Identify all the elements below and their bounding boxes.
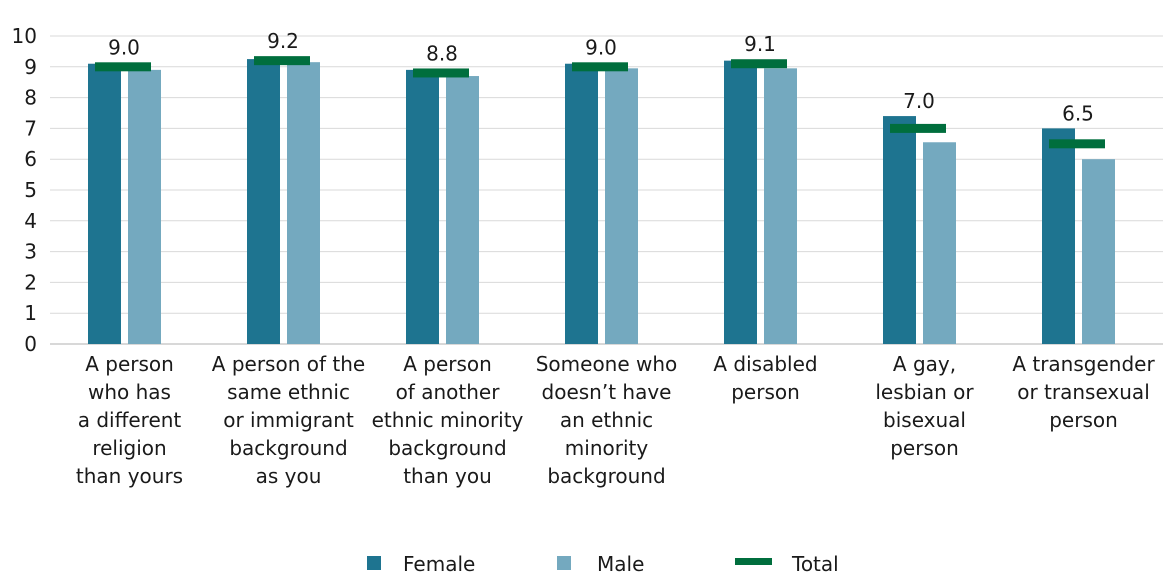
bar-female <box>247 59 280 344</box>
legend-label: Female <box>403 552 475 576</box>
bar-male <box>764 68 797 344</box>
y-tick-label: 2 <box>24 270 37 294</box>
x-category-label-line: bisexual <box>883 408 966 432</box>
y-tick-label: 6 <box>24 147 37 171</box>
bar-female <box>1042 128 1075 344</box>
bar-male <box>287 62 320 345</box>
x-category-label-line: of another <box>396 380 501 404</box>
data-label: 9.0 <box>585 35 617 59</box>
y-tick-label: 0 <box>24 332 37 356</box>
y-tick-label: 3 <box>24 240 37 264</box>
x-category-label: A gay, lesbian or bisexual person <box>875 352 974 460</box>
x-category-label-line: than you <box>403 464 492 488</box>
total-marker <box>572 62 628 72</box>
total-marker <box>1049 139 1105 149</box>
x-category-label-line: A disabled <box>713 352 817 376</box>
x-category-label: A transgender or transexual person <box>1012 352 1155 432</box>
y-axis: 0 1 2 3 4 5 6 7 8 9 10 <box>12 24 37 356</box>
total-marker <box>254 56 310 66</box>
x-category-label: A person who has a different religion than y… <box>76 352 183 488</box>
y-tick-label: 4 <box>24 209 37 233</box>
y-tick-label: 10 <box>12 24 37 48</box>
data-label: 7.0 <box>903 89 935 113</box>
x-category-label-line: an ethnic <box>560 408 653 432</box>
data-label: 9.1 <box>744 32 776 56</box>
x-category-label-line: minority <box>565 436 649 460</box>
x-category-label-line: A transgender <box>1012 352 1155 376</box>
data-labels: 9.0 9.2 8.8 9.0 9.1 7.0 6.5 <box>108 29 1094 125</box>
x-category-label-line: person <box>890 436 959 460</box>
x-category-label-line: as you <box>256 464 322 488</box>
y-tick-label: 9 <box>24 55 37 79</box>
bar-male <box>128 69 161 344</box>
x-category-label: A disabled person <box>713 352 817 404</box>
x-category-label-line: doesn’t have <box>542 380 672 404</box>
x-category-label-line: person <box>731 380 800 404</box>
x-category-label-line: A gay, <box>893 352 956 376</box>
legend-swatch-female <box>367 556 381 570</box>
x-category-label-line: background <box>388 436 506 460</box>
x-category-label-line: than yours <box>76 464 183 488</box>
data-label: 9.0 <box>108 35 140 59</box>
bar-male <box>446 76 479 344</box>
bar-female <box>88 63 121 344</box>
bar-female <box>724 60 757 344</box>
x-category-label-line: A person <box>85 352 174 376</box>
total-marker <box>731 59 787 69</box>
x-category-label-line: a different <box>78 408 182 432</box>
x-category-label-line: or transexual <box>1017 380 1150 404</box>
bars <box>88 59 1115 345</box>
x-category-label-line: or immigrant <box>223 408 354 432</box>
legend-label: Male <box>597 552 644 576</box>
x-category-label: A person of the same ethnic or immigrant ba… <box>212 352 365 488</box>
legend-swatch-male <box>557 556 571 570</box>
x-category-label: Someone who doesn’t have an ethnic minority… <box>536 352 678 488</box>
legend-swatch-total <box>735 558 772 565</box>
bar-female <box>565 63 598 344</box>
x-category-label-line: A person <box>403 352 492 376</box>
x-category-label: A person of another ethnic minority backgro… <box>372 352 524 488</box>
y-tick-label: 7 <box>24 116 37 140</box>
x-category-label-line: A person of the <box>212 352 365 376</box>
bar-male <box>923 142 956 344</box>
x-category-label-line: religion <box>92 436 166 460</box>
x-category-label-line: person <box>1049 408 1118 432</box>
bar-female <box>883 116 916 344</box>
bar-male <box>605 68 638 344</box>
x-category-label-line: ethnic minority <box>372 408 524 432</box>
data-label: 8.8 <box>426 41 458 65</box>
legend-label: Total <box>791 552 839 576</box>
y-tick-label: 1 <box>24 301 37 325</box>
x-category-label-line: same ethnic <box>227 380 350 404</box>
x-category-label-line: who has <box>88 380 171 404</box>
y-tick-label: 8 <box>24 86 37 110</box>
bar-female <box>406 69 439 344</box>
data-label: 6.5 <box>1062 101 1094 125</box>
total-markers <box>95 56 1105 149</box>
x-category-label-line: lesbian or <box>875 380 974 404</box>
x-axis-category-labels: A person who has a different religion than y… <box>76 352 1156 488</box>
x-category-label-line: background <box>229 436 347 460</box>
data-label: 9.2 <box>267 29 299 53</box>
x-category-label-line: Someone who <box>536 352 678 376</box>
y-tick-label: 5 <box>24 178 37 202</box>
legend: Female Male Total <box>367 552 839 576</box>
total-marker <box>95 62 151 72</box>
bar-male <box>1082 159 1115 344</box>
x-category-label-line: background <box>547 464 665 488</box>
total-marker <box>413 68 469 78</box>
total-marker <box>890 123 946 133</box>
